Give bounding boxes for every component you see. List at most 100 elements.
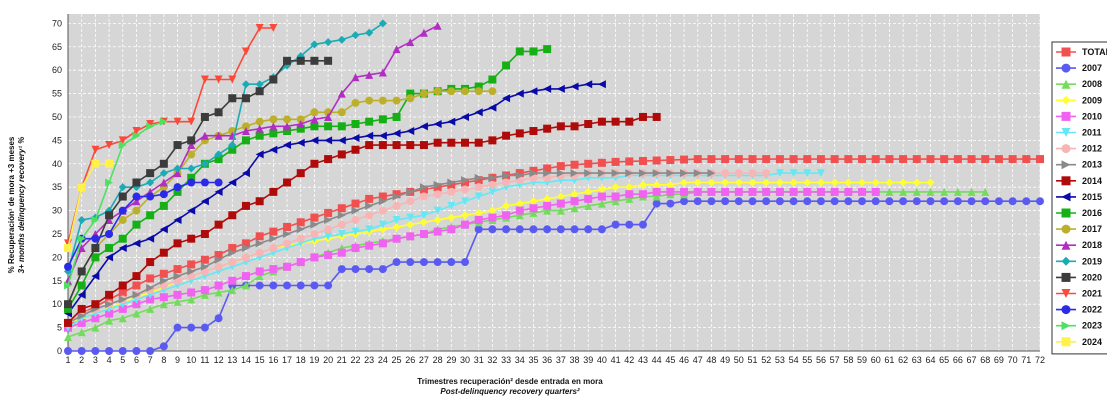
data-point-2009 (652, 180, 661, 189)
legend-item-2010: 2010 (1056, 111, 1102, 121)
legend-box (1051, 41, 1107, 355)
data-point-2012 (734, 169, 743, 178)
data-point-2020 (324, 56, 333, 65)
data-point-2021 (187, 117, 196, 126)
legend-label-2007: 2007 (1082, 63, 1102, 73)
data-point-2019 (337, 35, 346, 44)
data-point-2008 (64, 332, 72, 341)
data-point-total (625, 157, 634, 166)
data-point-2011 (775, 169, 784, 178)
data-point-2012 (214, 262, 223, 271)
legend-label-2012: 2012 (1082, 144, 1102, 154)
data-point-total (187, 260, 196, 269)
data-point-2020 (214, 108, 223, 117)
data-point-2012 (351, 215, 360, 224)
data-point-2022 (159, 190, 168, 199)
data-point-2010 (200, 286, 209, 295)
x-tick-label: 61 (884, 355, 894, 365)
data-point-2007 (570, 225, 579, 234)
data-point-total (680, 155, 689, 164)
data-point-total (200, 255, 209, 264)
data-point-2015 (447, 117, 456, 126)
x-tick-label: 35 (528, 355, 538, 365)
data-point-2015 (159, 225, 168, 234)
data-point-2016 (64, 304, 72, 313)
data-point-2007 (556, 225, 565, 234)
data-point-2013 (502, 171, 511, 180)
x-tick-label: 49 (720, 355, 730, 365)
x-tick-label: 71 (1021, 355, 1031, 365)
data-point-2007 (502, 225, 511, 234)
data-point-2007 (967, 197, 976, 206)
data-point-2014 (625, 117, 634, 126)
data-point-2016 (310, 122, 319, 131)
data-point-2015 (337, 136, 346, 145)
data-point-total (433, 183, 442, 192)
legend-item-2022: 2022 (1056, 305, 1102, 315)
data-point-2008 (940, 187, 949, 196)
x-tick-label: 6 (134, 355, 139, 365)
data-point-2009 (858, 178, 867, 187)
data-point-2016 (378, 115, 387, 124)
data-point-2015 (584, 80, 593, 89)
data-point-2008 (118, 314, 127, 323)
data-point-2008 (584, 201, 593, 210)
data-point-2015 (146, 234, 155, 243)
data-point-2010 (433, 227, 442, 236)
series-2017 (64, 87, 497, 309)
legend-marker-2022 (1061, 305, 1071, 315)
data-point-2014 (570, 122, 579, 131)
data-point-2019 (228, 141, 237, 150)
data-point-total (1036, 155, 1044, 164)
data-point-2012 (502, 178, 511, 187)
data-point-total (707, 155, 716, 164)
legend-item-2021: 2021 (1056, 289, 1102, 299)
legend-marker-2012 (1061, 144, 1071, 154)
data-point-2016 (296, 124, 305, 133)
data-point-2009 (816, 178, 825, 187)
data-point-2012 (392, 201, 401, 210)
data-point-total (981, 155, 990, 164)
data-point-2010 (419, 229, 428, 238)
data-point-2015 (324, 136, 333, 145)
data-point-total (803, 155, 812, 164)
x-tick-label: 28 (433, 355, 443, 365)
data-point-2016 (543, 45, 552, 54)
series-2020 (64, 56, 333, 309)
data-point-2018 (187, 141, 196, 150)
data-point-2013 (611, 169, 620, 178)
data-point-total (762, 155, 771, 164)
data-point-2018 (173, 169, 182, 178)
data-point-2013 (488, 173, 497, 182)
data-point-2010 (351, 244, 360, 253)
data-point-2009 (543, 194, 552, 203)
legend-label-2022: 2022 (1082, 305, 1102, 315)
legend-item-2020: 2020 (1056, 272, 1102, 282)
data-point-2016 (515, 47, 524, 56)
legend-marker-2010 (1061, 111, 1071, 121)
x-tick-label: 10 (186, 355, 196, 365)
y-tick-label: 45 (52, 135, 62, 145)
data-point-2014 (652, 112, 661, 121)
data-point-2007 (721, 197, 730, 206)
data-point-2015 (228, 178, 237, 187)
data-point-2020 (296, 56, 305, 65)
data-point-total (118, 288, 127, 297)
data-point-2008 (77, 328, 86, 337)
data-point-2007 (351, 265, 360, 274)
data-point-2010 (515, 206, 524, 215)
data-point-2015 (105, 253, 114, 262)
data-point-2014 (611, 117, 620, 126)
data-point-total (967, 155, 976, 164)
data-point-2022 (105, 229, 114, 238)
data-point-2007 (762, 197, 771, 206)
data-point-2011 (474, 192, 483, 201)
x-tick-label: 42 (624, 355, 634, 365)
data-point-2013 (597, 169, 606, 178)
data-point-2013 (570, 169, 579, 178)
data-point-2007 (146, 347, 155, 355)
data-point-2016 (255, 131, 264, 140)
x-tick-label: 55 (802, 355, 812, 365)
data-point-2017 (433, 87, 442, 96)
data-point-2009 (693, 178, 702, 187)
